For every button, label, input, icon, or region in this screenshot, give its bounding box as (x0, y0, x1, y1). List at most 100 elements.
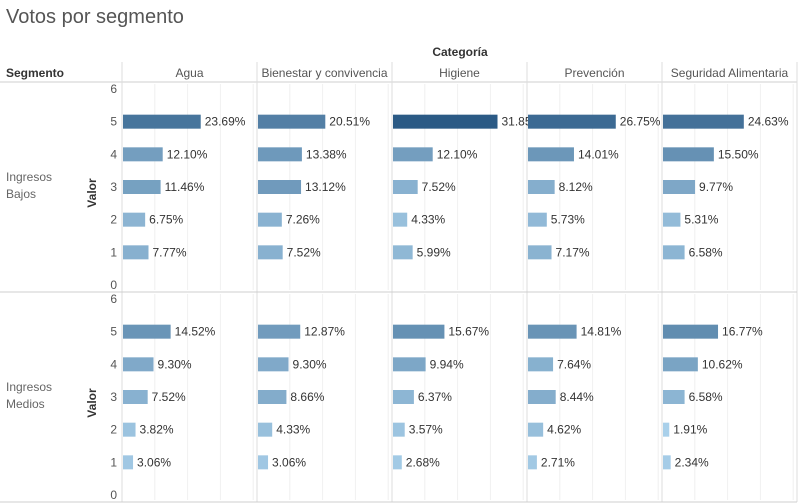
bar-value-label: 10.62% (702, 357, 743, 371)
bar-value-label: 15.50% (718, 147, 759, 161)
bar-value-label: 6.75% (149, 213, 183, 227)
bar (258, 245, 283, 260)
bar-value-label: 8.44% (560, 390, 594, 404)
y-tick-label: 3 (110, 180, 117, 194)
bar-value-label: 5.73% (551, 213, 585, 227)
bar-value-label: 5.31% (684, 213, 718, 227)
bar-value-label: 7.52% (152, 390, 186, 404)
bar-value-label: 7.52% (287, 245, 321, 259)
bar (663, 147, 714, 162)
bar (663, 422, 670, 437)
bar (258, 114, 326, 129)
y-tick-label: 5 (110, 115, 117, 129)
segment-label: Ingresos (6, 380, 52, 394)
bar-value-label: 9.30% (158, 357, 192, 371)
bar-value-label: 3.57% (409, 423, 443, 437)
bar (528, 114, 616, 129)
bar (123, 390, 148, 404)
bar-value-label: 7.17% (556, 245, 590, 259)
bar-value-label: 20.51% (329, 115, 370, 129)
bar (258, 324, 301, 339)
y-tick-label: 5 (110, 325, 117, 339)
bar-value-label: 7.26% (286, 213, 320, 227)
y-tick-label: 1 (110, 245, 117, 259)
bar-value-label: 23.69% (205, 115, 246, 129)
y-tick-label: 3 (110, 390, 117, 404)
bar (528, 390, 556, 404)
y-tick-label: 4 (110, 147, 117, 161)
column-header-title: Categoría (432, 45, 488, 59)
bar-value-label: 8.66% (290, 390, 324, 404)
bar-value-label: 3.06% (272, 455, 306, 469)
bar (528, 357, 554, 372)
segment-label: Medios (6, 397, 45, 411)
bar-value-label: 9.30% (293, 357, 327, 371)
bar-value-label: 4.33% (411, 213, 445, 227)
bar (393, 212, 408, 227)
bar (258, 180, 302, 194)
bar (528, 212, 547, 227)
y-tick-label: 4 (110, 357, 117, 371)
bar (123, 212, 146, 227)
bar (123, 455, 134, 470)
bar (663, 455, 671, 470)
bar-value-label: 24.63% (748, 115, 789, 129)
y-tick-label: 2 (110, 213, 117, 227)
bar-value-label: 1.91% (673, 423, 707, 437)
category-header: Prevención (564, 66, 624, 80)
category-header: Seguridad Alimentaria (671, 66, 789, 80)
y-tick-label: 0 (110, 278, 117, 292)
bar (528, 245, 552, 260)
bar-value-label: 2.34% (675, 455, 709, 469)
bar-value-label: 9.94% (430, 357, 464, 371)
bar-value-label: 14.52% (175, 325, 216, 339)
bar-value-label: 13.38% (306, 147, 347, 161)
bar-value-label: 7.64% (557, 357, 591, 371)
bar (258, 357, 289, 372)
bar (258, 390, 287, 404)
bar-value-label: 3.82% (140, 423, 174, 437)
bar-value-label: 6.58% (689, 245, 723, 259)
bar (123, 324, 171, 339)
bar (663, 357, 698, 372)
bar-value-label: 8.12% (559, 180, 593, 194)
bar (528, 324, 577, 339)
bar-value-label: 12.87% (304, 325, 345, 339)
bar (393, 114, 498, 129)
bar (258, 212, 282, 227)
bar-value-label: 4.62% (547, 423, 581, 437)
category-header: Agua (175, 66, 203, 80)
bar-value-label: 3.06% (137, 455, 171, 469)
bar (258, 422, 273, 437)
bar-value-label: 6.58% (689, 390, 723, 404)
y-tick-label: 0 (110, 488, 117, 502)
y-axis-title: Valor (85, 178, 99, 208)
row-header-title: Segmento (6, 66, 64, 80)
bar-value-label: 5.99% (417, 245, 451, 259)
bar (123, 114, 201, 129)
y-tick-label: 6 (110, 292, 117, 306)
bar (393, 455, 402, 470)
segment-label: Bajos (6, 187, 36, 201)
bar (393, 245, 413, 260)
bar (663, 180, 696, 194)
bar-value-label: 2.71% (541, 455, 575, 469)
bar-value-label: 4.33% (276, 423, 310, 437)
bar (393, 180, 418, 194)
bar (393, 147, 433, 162)
bar (123, 245, 149, 260)
bar-value-label: 14.81% (581, 325, 622, 339)
bar (123, 422, 136, 437)
y-tick-label: 6 (110, 82, 117, 96)
bar (528, 455, 537, 470)
bar (663, 114, 744, 129)
bar-value-label: 26.75% (620, 115, 661, 129)
bar-value-label: 12.10% (167, 147, 208, 161)
bar (663, 245, 685, 260)
bar (393, 390, 414, 404)
category-header: Bienestar y convivencia (261, 66, 387, 80)
bar (393, 422, 405, 437)
bar-value-label: 2.68% (406, 455, 440, 469)
bar (123, 180, 161, 194)
bar (393, 324, 445, 339)
